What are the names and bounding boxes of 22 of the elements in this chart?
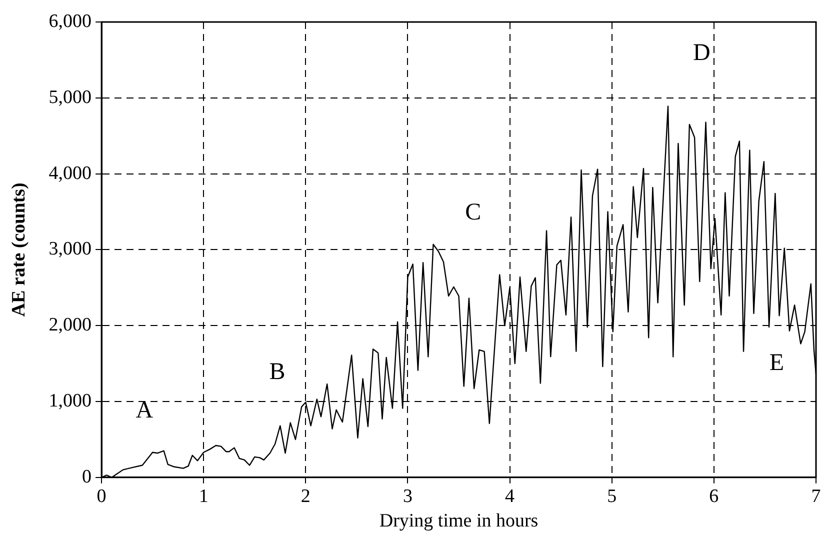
- y-tick-label: 2,000: [48, 314, 92, 336]
- x-tick-label: 5: [607, 486, 617, 507]
- x-tick-label: 2: [300, 486, 310, 507]
- annotation: C: [465, 200, 482, 226]
- x-tick-label: 0: [96, 486, 106, 507]
- x-tick-label: 1: [198, 486, 208, 507]
- annotation: E: [769, 350, 784, 376]
- x-axis-title: Drying time in hours: [379, 510, 538, 532]
- y-tick-label: 4,000: [48, 162, 92, 184]
- y-tick-label: 6,000: [48, 10, 92, 32]
- y-tick-label: 5,000: [48, 86, 92, 108]
- x-tick-label: 7: [811, 486, 821, 507]
- y-axis-title: AE rate (counts): [8, 182, 30, 317]
- x-tick-label: 6: [709, 486, 719, 507]
- y-tick-label: 0: [82, 466, 92, 488]
- annotation: B: [269, 358, 286, 385]
- y-tick-label: 1,000: [48, 390, 92, 412]
- x-tick-label: 4: [505, 486, 516, 507]
- annotation: D: [693, 40, 710, 66]
- annotation: A: [136, 398, 154, 424]
- x-tick-label: 3: [402, 486, 412, 507]
- y-tick-label: 3,000: [48, 238, 92, 260]
